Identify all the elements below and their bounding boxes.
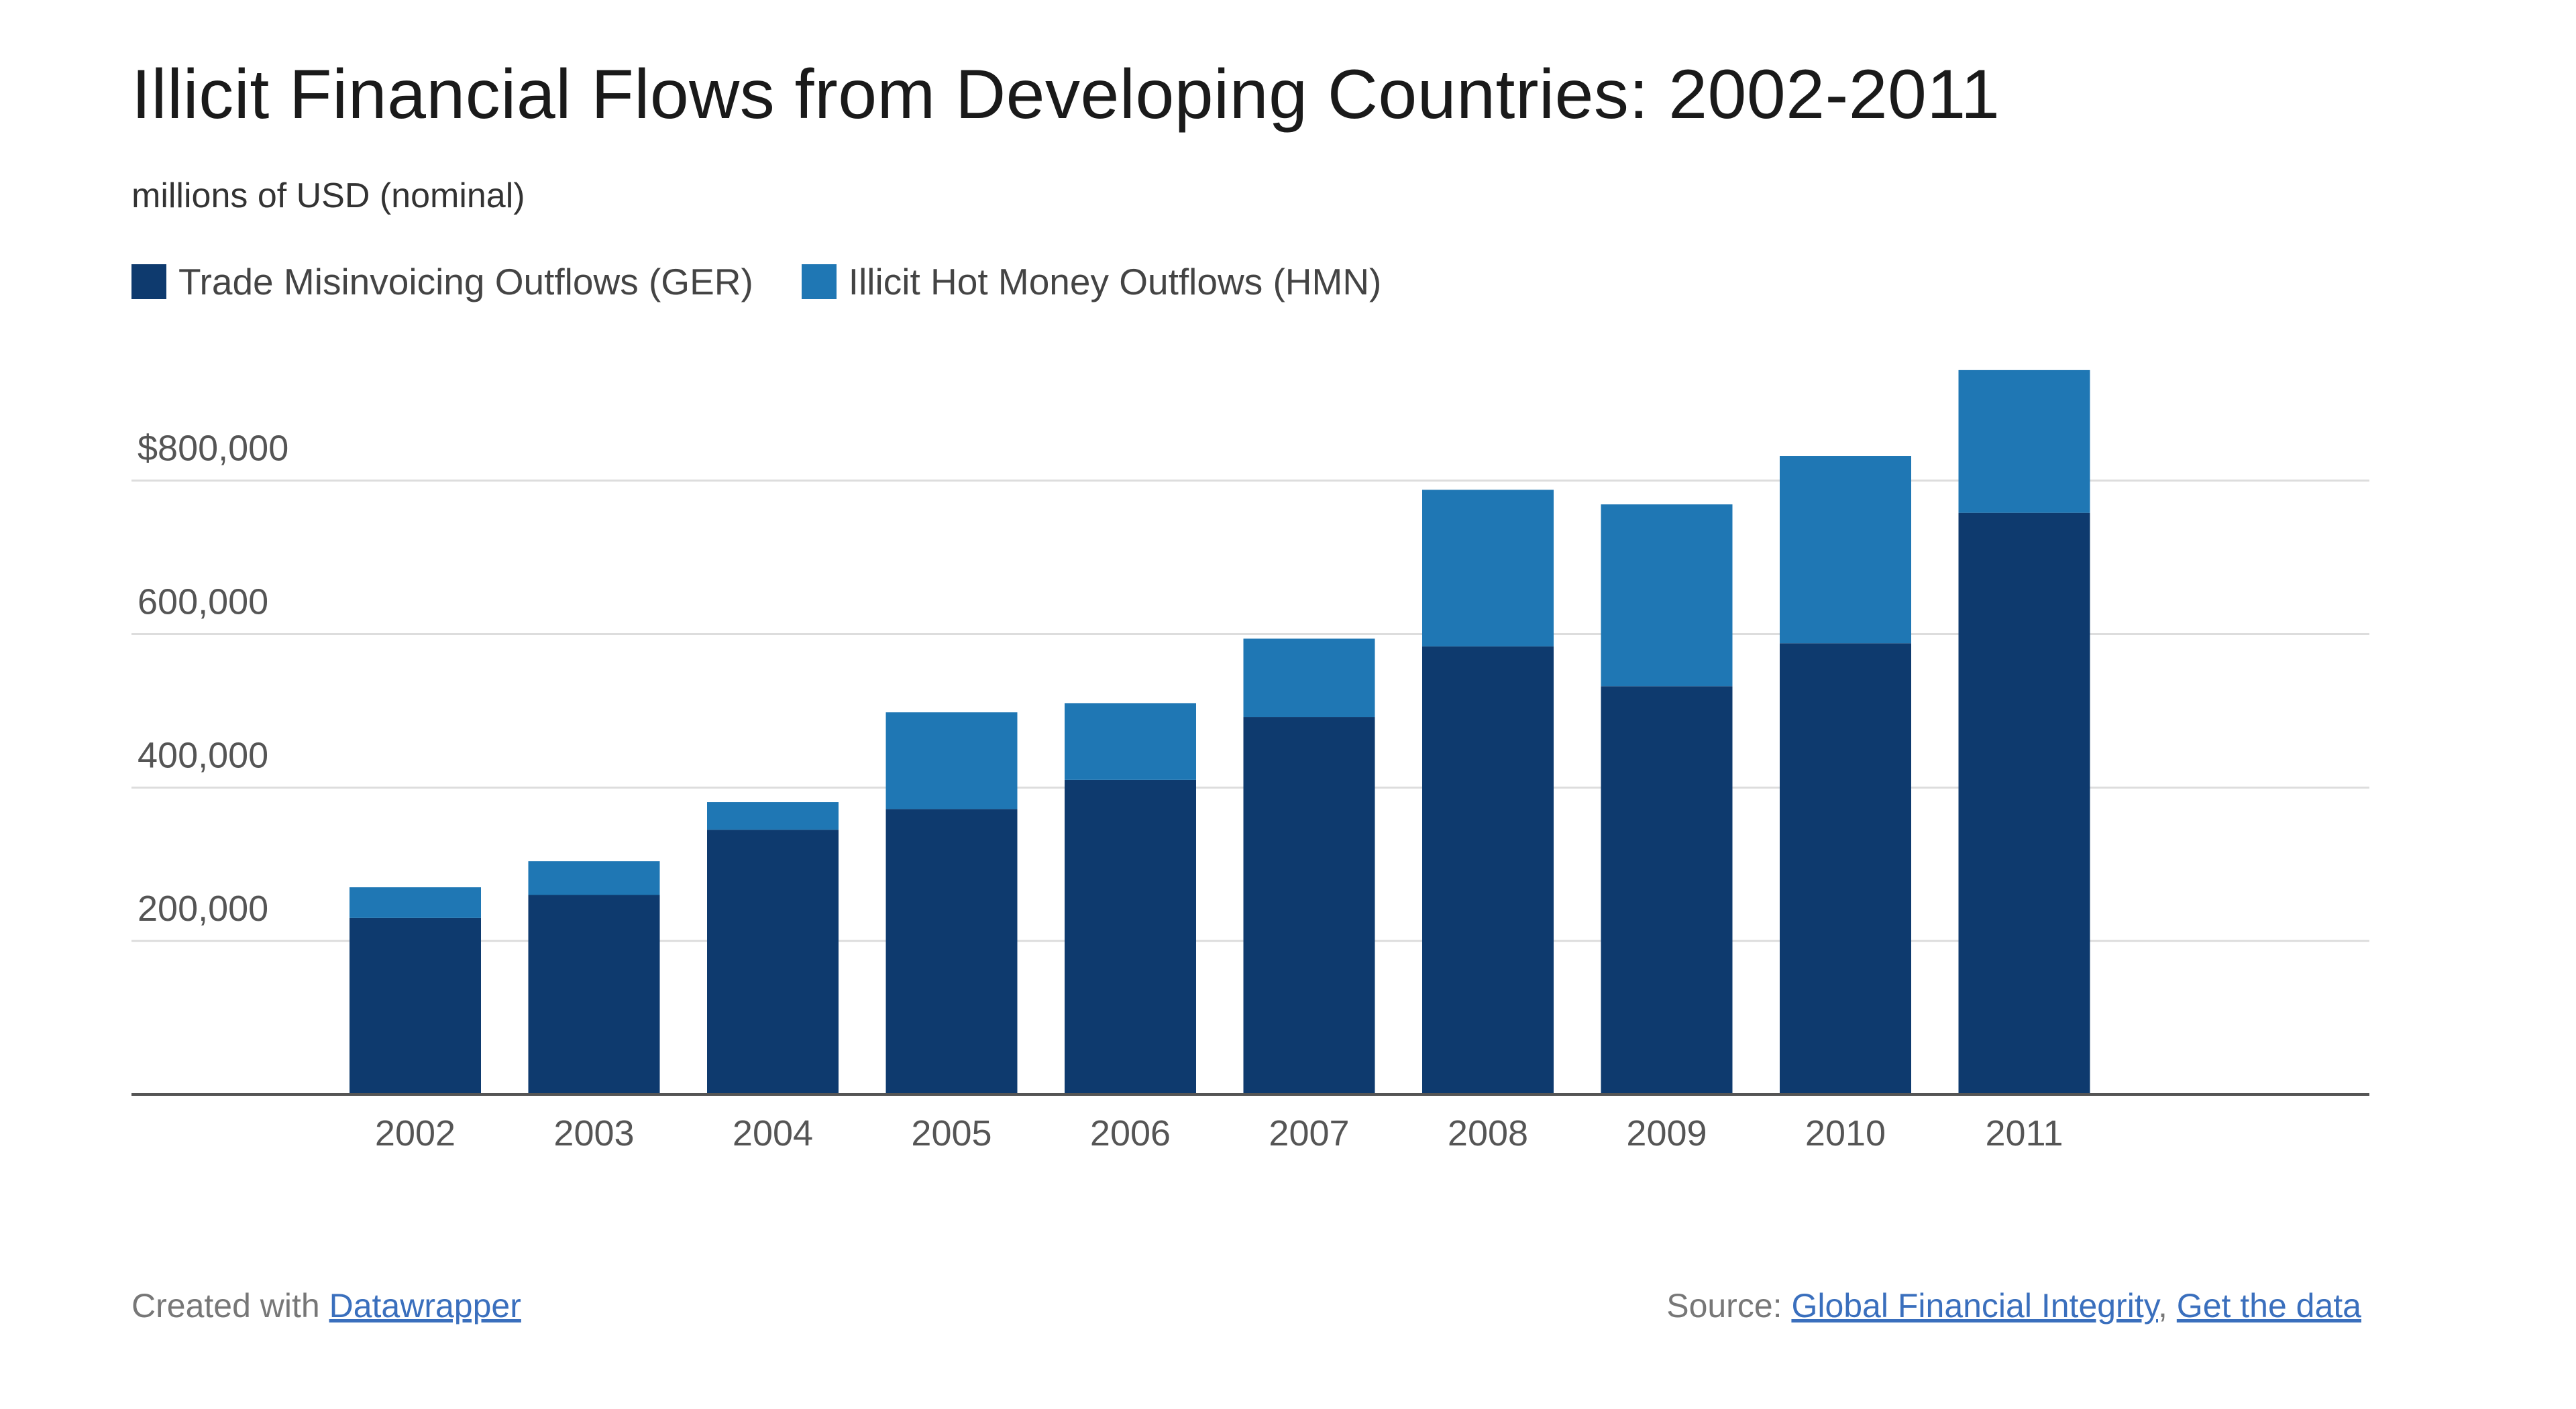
bar-2003-ger: [528, 895, 660, 1094]
source-link[interactable]: Global Financial Integrity: [1791, 1287, 2158, 1325]
x-tick-label-2003: 2003: [553, 1113, 634, 1153]
footer-source: Source: Global Financial Integrity, Get …: [1666, 1286, 2361, 1325]
x-tick-label-2004: 2004: [733, 1113, 813, 1153]
x-tick-label-2010: 2010: [1805, 1113, 1886, 1153]
bar-2007-hmn: [1243, 638, 1375, 718]
chart-legend: Trade Misinvoicing Outflows (GER) Illici…: [131, 260, 1430, 303]
bar-2004-hmn: [707, 802, 839, 830]
bar-2006-hmn: [1065, 703, 1196, 780]
bar-2010-ger: [1780, 643, 1911, 1094]
bar-2004-ger: [707, 830, 839, 1094]
bar-2009-ger: [1601, 686, 1733, 1094]
x-tick-label-2002: 2002: [375, 1113, 455, 1153]
y-tick-label-600000: 600,000: [138, 581, 268, 622]
y-tick-label-800000: $800,000: [138, 429, 288, 469]
chart-subtitle: millions of USD (nominal): [131, 176, 525, 215]
bar-2008-hmn: [1422, 490, 1554, 646]
x-tick-label-2009: 2009: [1626, 1113, 1707, 1153]
x-tick-label-2005: 2005: [911, 1113, 991, 1153]
bar-2006-ger: [1065, 779, 1196, 1094]
legend-item-hmn[interactable]: Illicit Hot Money Outflows (HMN): [801, 260, 1382, 303]
chart-title: Illicit Financial Flows from Developing …: [131, 56, 2000, 133]
get-the-data-link[interactable]: Get the data: [2176, 1287, 2361, 1325]
x-tick-label-2007: 2007: [1269, 1113, 1349, 1153]
footer-source-prefix: Source:: [1666, 1287, 1792, 1325]
legend-label-ger: Trade Misinvoicing Outflows (GER): [178, 261, 753, 302]
bar-2007-ger: [1243, 717, 1375, 1094]
legend-label-hmn: Illicit Hot Money Outflows (HMN): [848, 261, 1382, 302]
footer-created-prefix: Created with: [131, 1287, 329, 1325]
legend-item-ger[interactable]: Trade Misinvoicing Outflows (GER): [131, 260, 753, 303]
legend-swatch-hmn: [801, 264, 837, 299]
bar-2003-hmn: [528, 861, 660, 895]
bar-2002-ger: [350, 917, 481, 1094]
bar-2005-ger: [885, 809, 1018, 1094]
bar-2011-hmn: [1958, 370, 2090, 513]
footer-credit: Created with Datawrapper: [131, 1286, 521, 1325]
bar-2009-hmn: [1601, 504, 1733, 687]
footer-separator: ,: [2158, 1287, 2177, 1325]
bar-2010-hmn: [1780, 456, 1911, 644]
datawrapper-link[interactable]: Datawrapper: [329, 1287, 521, 1325]
x-tick-label-2008: 2008: [1448, 1113, 1528, 1153]
bar-2005-hmn: [885, 712, 1018, 809]
bar-2011-ger: [1958, 512, 2090, 1094]
y-tick-label-400000: 400,000: [138, 735, 268, 775]
legend-swatch-ger: [131, 264, 166, 299]
bar-2002-hmn: [350, 887, 481, 918]
y-tick-label-200000: 200,000: [138, 889, 268, 929]
x-tick-label-2011: 2011: [1985, 1113, 2063, 1153]
x-tick-label-2006: 2006: [1090, 1113, 1171, 1153]
bar-2008-ger: [1422, 646, 1554, 1094]
